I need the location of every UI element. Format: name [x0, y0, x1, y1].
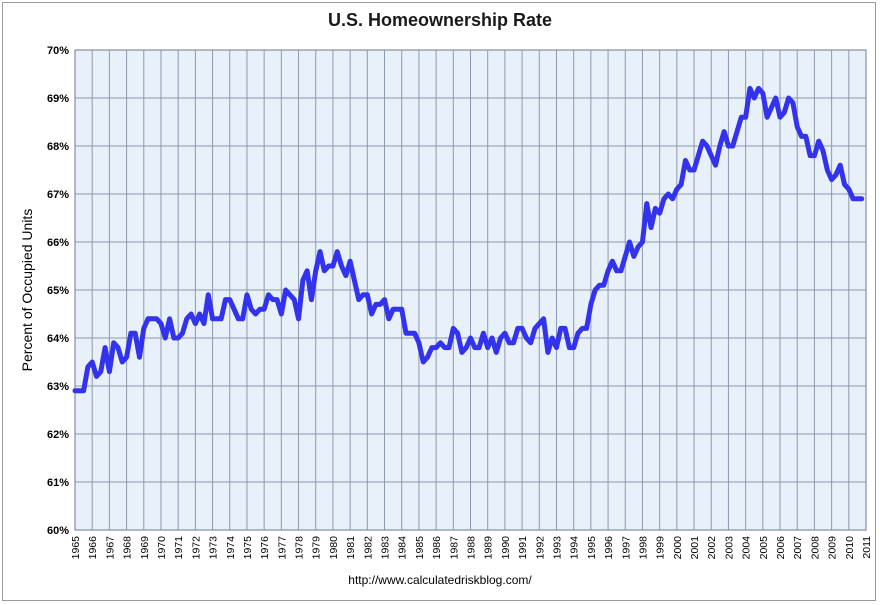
- y-tick-label: 63%: [47, 381, 69, 393]
- x-tick-label: 2000: [672, 536, 684, 560]
- x-tick-label: 1988: [466, 536, 478, 560]
- source-url: http://www.calculatedriskblog.com/: [348, 573, 532, 587]
- x-tick-label: 1987: [448, 536, 460, 560]
- x-tick-label: 2009: [827, 536, 839, 560]
- x-tick-label: 2010: [844, 536, 856, 560]
- y-tick-label: 69%: [47, 93, 69, 105]
- y-tick-labels: 60% 61% 62% 63% 64% 65% 66% 67% 68% 69% 70%: [47, 45, 69, 537]
- series-line: [72, 85, 865, 394]
- y-tick-label: 61%: [47, 477, 69, 489]
- x-tick-label: 1975: [242, 536, 254, 560]
- y-tick-label: 67%: [47, 189, 69, 201]
- y-tick-label: 68%: [47, 141, 69, 153]
- x-tick-label: 1983: [380, 536, 392, 560]
- x-tick-label: 2011: [861, 536, 873, 559]
- x-tick-label: 1978: [294, 536, 306, 560]
- x-tick-label: 2007: [792, 536, 804, 560]
- chart-title: U.S. Homeownership Rate: [327, 10, 553, 30]
- x-tick-label: 1970: [156, 536, 168, 560]
- x-tick-label: 1981: [345, 536, 357, 560]
- x-tick-label: 1979: [311, 536, 323, 560]
- x-tick-label: 1965: [70, 536, 82, 560]
- x-tick-label: 2002: [706, 536, 718, 560]
- x-tick-label: 1976: [259, 536, 271, 560]
- x-tick-label: 1993: [551, 536, 563, 560]
- x-tick-label: 2004: [741, 536, 753, 560]
- x-tick-label: 1985: [414, 536, 426, 560]
- y-tick-label: 62%: [47, 429, 69, 441]
- x-tick-label: 1974: [225, 536, 237, 560]
- x-tick-label: 1973: [208, 536, 220, 560]
- x-tick-label: 2003: [723, 536, 735, 560]
- x-tick-label: 1990: [500, 536, 512, 560]
- x-tick-label: 1999: [655, 536, 667, 560]
- x-tick-label: 2008: [809, 536, 821, 560]
- y-tick-label: 60%: [47, 525, 69, 537]
- x-tick-label: 2005: [758, 536, 770, 560]
- x-tick-label: 1992: [534, 536, 546, 560]
- x-tick-label: 1989: [483, 536, 495, 560]
- x-tick-label: 1969: [139, 536, 151, 560]
- x-tick-label: 1991: [517, 536, 529, 560]
- x-tick-label: 2006: [775, 536, 787, 560]
- y-tick-label: 70%: [47, 45, 69, 57]
- y-tick-label: 64%: [47, 333, 69, 345]
- x-tick-label: 1982: [362, 536, 374, 560]
- y-tick-label: 65%: [47, 285, 69, 297]
- x-tick-labels: 1965 1966 1967 1968 1969 1970 1971 1972 1973 1974…: [70, 536, 873, 560]
- x-tick-label: 1996: [603, 536, 615, 560]
- x-tick-label: 1997: [620, 536, 632, 560]
- x-tick-label: 1977: [276, 536, 288, 560]
- x-tick-label: 1984: [397, 536, 409, 560]
- x-tick-label: 1966: [87, 536, 99, 560]
- x-tick-label: 1972: [190, 536, 202, 560]
- x-tick-label: 1995: [586, 536, 598, 560]
- x-tick-label: 1971: [173, 536, 185, 560]
- x-tick-label: 1968: [122, 536, 134, 560]
- y-tick-label: 66%: [47, 237, 69, 249]
- x-tick-label: 1986: [431, 536, 443, 560]
- x-tick-label: 2001: [689, 536, 701, 560]
- x-tick-label: 1967: [104, 536, 116, 560]
- x-tick-label: 1980: [328, 536, 340, 560]
- x-tick-label: 1998: [637, 536, 649, 560]
- x-tick-label: 1994: [569, 536, 581, 560]
